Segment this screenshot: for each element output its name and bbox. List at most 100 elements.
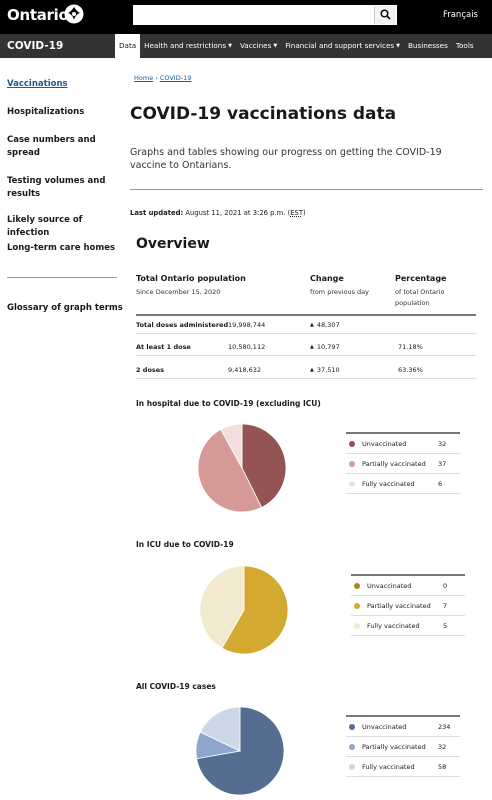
nav-item-vaccines[interactable]: Vaccines ▼ [236,34,281,58]
nav-item-label: Data [119,41,137,50]
pie-chart [195,706,285,796]
legend-swatch [349,441,355,447]
legend-label: Unvaccinated [367,582,412,590]
trillium-icon [64,4,84,24]
legend-value: 58 [438,763,447,771]
pie-slice-fully-vaccinated[interactable] [199,706,241,752]
legend-value: 6 [438,480,443,488]
chart-title: All COVID-19 cases [136,682,216,691]
chevron-down-icon: ▼ [228,43,232,49]
row-percentage: 63.36% [398,366,423,374]
sidebar-item-vaccinations[interactable]: Vaccinations [7,79,68,89]
legend-item: Unvaccinated 234 [346,717,460,737]
col-header-population: Total Ontario population [136,274,246,283]
timezone-abbr: EST [290,209,303,217]
row-total: 19,998,744 [228,321,266,329]
pie-slice-fully-vaccinated[interactable] [199,565,245,649]
legend-label: Partially vaccinated [362,743,426,751]
chart-legend: Unvaccinated 0 Partially vaccinated 7 Fully … [351,574,465,636]
row-divider [136,355,476,356]
title-divider [130,189,483,190]
search-icon [380,9,391,20]
legend-item: Fully vaccinated 5 [351,616,465,636]
up-arrow-icon: ▲ [310,322,314,328]
last-updated-label: Last updated: [130,209,184,217]
up-arrow-icon: ▲ [310,344,314,350]
up-arrow-icon: ▲ [310,367,314,373]
legend-value: 7 [443,602,448,610]
legend-value: 37 [438,460,447,468]
sidebar-item-case-numbers-and-spread[interactable]: Case numbers and spread [7,135,96,158]
col-header-change: Change [310,274,344,283]
pie-slice-unvaccinated[interactable] [241,423,287,508]
sidebar-item-long-term-care-homes[interactable]: Long-term care homes [7,243,116,253]
row-label: Total doses administered [136,321,229,329]
top-bar: Ontario Français [0,0,492,34]
legend-item: Partially vaccinated 7 [351,596,465,616]
nav-item-data[interactable]: Data [115,34,141,58]
row-change: ▲ 37,510 [310,366,340,374]
nav-item-health-and-restrictions[interactable]: Health and restrictions ▼ [140,34,236,58]
sidebar-item-likely-source-of-infection[interactable]: Likely source of infection [7,215,83,238]
legend-swatch [349,744,355,750]
row-change: ▲ 48,307 [310,321,340,329]
legend-value: 0 [443,582,448,590]
col-sub-change: from previous day [310,288,370,296]
breadcrumb-home[interactable]: Home [134,74,154,82]
page-title: COVID-19 vaccinations data [130,104,397,124]
pie-chart [199,565,289,655]
row-change: ▲ 10,797 [310,343,340,351]
legend-swatch [349,461,355,467]
search-input[interactable] [133,5,397,25]
last-updated: Last updated: August 11, 2021 at 3:26 p.… [130,209,306,217]
sidebar-item-hospitalizations[interactable]: Hospitalizations [7,107,85,117]
legend-swatch [354,583,360,589]
nav-item-label: Health and restrictions [144,41,227,50]
col-sub-percentage: of total Ontario population [395,288,445,307]
legend-item: Unvaccinated 0 [351,576,465,596]
row-change-value: 10,797 [316,343,340,351]
last-updated-value: August 11, 2021 at 3:26 p.m. [185,209,286,217]
chevron-down-icon: ▼ [273,43,278,49]
ontario-logo[interactable]: Ontario [7,6,69,24]
legend-swatch [349,724,355,730]
legend-swatch [349,764,355,770]
row-change-value: 48,307 [316,321,340,329]
sidebar-divider [7,277,117,278]
legend-item: Unvaccinated 32 [346,434,460,454]
language-toggle[interactable]: Français [442,10,478,20]
legend-label: Unvaccinated [362,723,407,731]
nav-item-tools[interactable]: Tools [452,34,478,58]
pie-slice-partially-vaccinated[interactable] [197,428,263,513]
legend-item: Fully vaccinated 58 [346,757,460,777]
legend-label: Partially vaccinated [362,460,426,468]
row-total: 10,580,112 [228,343,266,351]
sidebar-item-testing-volumes-and-results[interactable]: Testing volumes and results [7,176,106,199]
col-sub-population: Since December 15, 2020 [136,288,221,296]
row-change-value: 37,510 [316,366,340,374]
nav-item-label: Businesses [407,41,448,50]
main-nav: COVID-19 Data Health and restrictions ▼ Vac… [0,34,492,58]
legend-label: Fully vaccinated [362,763,415,771]
breadcrumb-current[interactable]: COVID-19 [159,74,192,82]
nav-item-label: Vaccines [239,41,272,50]
search-button[interactable] [374,6,396,24]
pie-slice-partially-vaccinated[interactable] [221,565,289,655]
pie-slice-fully-vaccinated[interactable] [220,423,243,469]
legend-item: Partially vaccinated 37 [346,454,460,474]
chevron-down-icon: ▼ [396,43,400,49]
legend-label: Partially vaccinated [367,602,431,610]
sidebar-item-glossary[interactable]: Glossary of graph terms [7,303,123,313]
pie-chart [197,423,287,513]
row-divider [136,333,476,334]
breadcrumb-separator: › [155,74,158,82]
legend-swatch [354,623,360,629]
nav-items: Data Health and restrictions ▼ Vaccines ▼ Fin… [115,34,478,58]
nav-item-financial-and-support-services[interactable]: Financial and support services ▼ [281,34,404,58]
site-title[interactable]: COVID-19 [7,40,64,52]
legend-value: 32 [438,743,447,751]
legend-label: Fully vaccinated [362,480,415,488]
legend-item: Fully vaccinated 6 [346,474,460,494]
nav-item-businesses[interactable]: Businesses [404,34,452,58]
overview-heading: Overview [136,236,210,252]
